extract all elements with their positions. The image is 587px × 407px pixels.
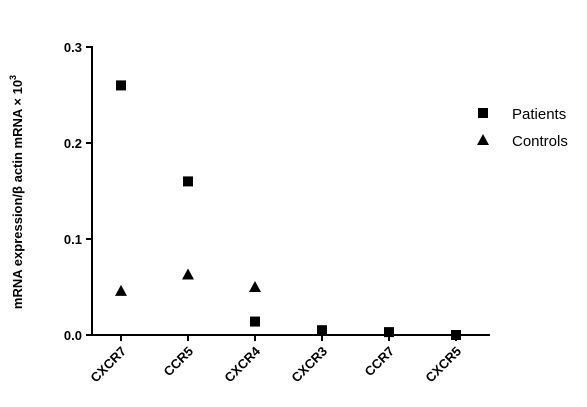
y-axis-label: mRNA expression/β actin mRNA × 103 (8, 75, 25, 309)
y-tick-label: 0.1 (64, 232, 82, 247)
point (182, 268, 194, 280)
y-tick-label: 0.3 (64, 40, 82, 55)
legend-marker (477, 134, 489, 145)
point (115, 284, 127, 296)
legend-marker (478, 108, 488, 118)
point (451, 330, 461, 340)
x-tick-label: CCR5 (160, 344, 196, 380)
point (183, 176, 193, 187)
y-tick-label: 0.2 (64, 136, 82, 151)
x-tick-label: CXCR5 (422, 344, 464, 386)
x-tick-label: CXCR4 (221, 343, 263, 385)
x-tick-label: CXCR3 (288, 344, 330, 386)
point (384, 327, 394, 338)
legend-label: Patients (512, 106, 566, 123)
y-axis-label-text: mRNA expression/β actin mRNA × 10 (10, 80, 25, 309)
legend-label: Controls (512, 133, 568, 150)
y-axis-label-sup: 3 (8, 75, 18, 80)
y-tick-label: 0.0 (64, 328, 82, 343)
point (250, 316, 260, 327)
point (249, 281, 261, 292)
point (317, 325, 327, 336)
point (116, 80, 126, 91)
x-tick-label: CXCR7 (87, 344, 129, 386)
x-tick-label: CCR7 (361, 344, 397, 380)
